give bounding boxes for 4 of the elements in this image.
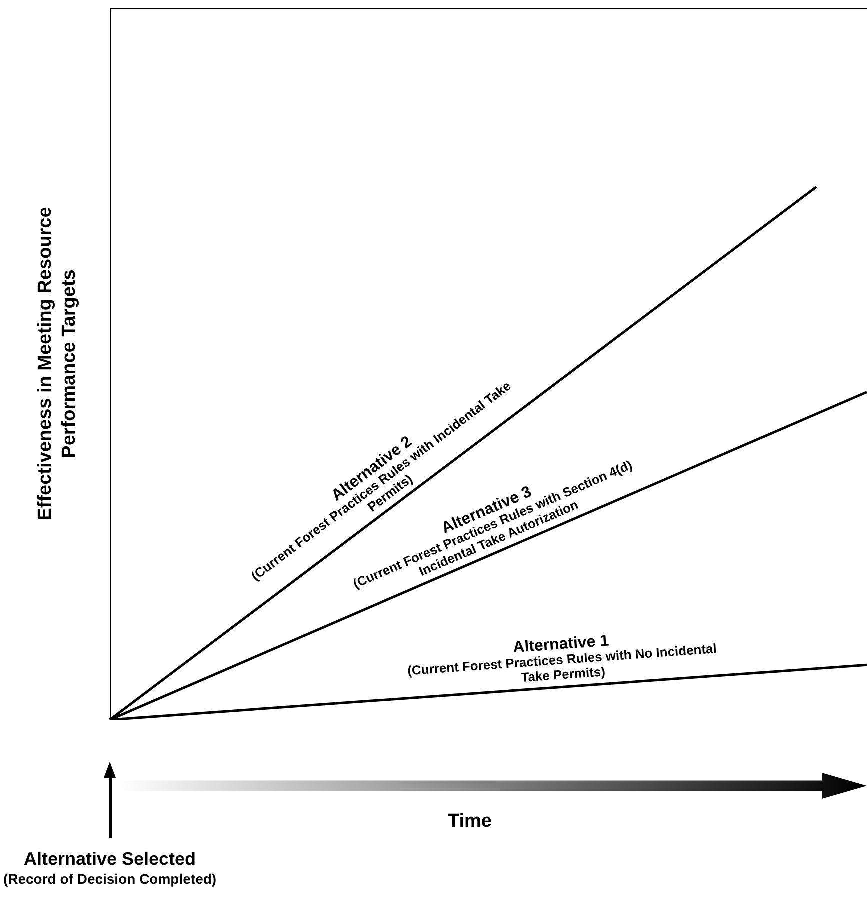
x-axis-title: Time (448, 811, 492, 832)
text: Alternative Selected (24, 848, 196, 869)
y-axis-title: Effectiveness in Meeting Resource Performance Targets (35, 207, 80, 521)
text: (Record of Decision Completed) (3, 870, 217, 887)
